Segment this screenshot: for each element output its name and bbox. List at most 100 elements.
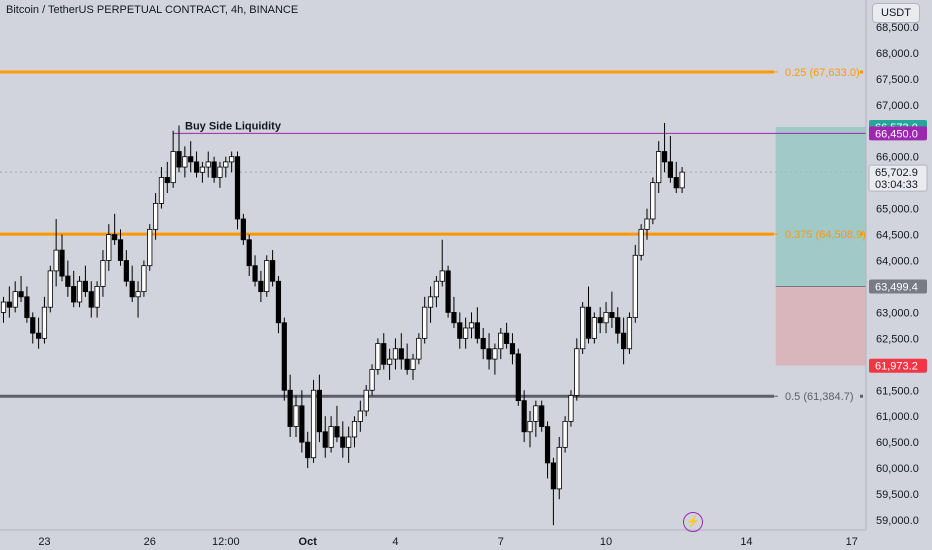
price-axis-bg xyxy=(866,0,932,550)
candle-body xyxy=(229,156,235,163)
candle-body xyxy=(568,395,574,422)
candle-body xyxy=(410,358,416,370)
candle-body xyxy=(135,291,141,298)
candle-body xyxy=(480,337,486,350)
fib-level-marker xyxy=(860,232,863,236)
candle-body xyxy=(0,301,7,313)
y-tick-label: 62,500.0 xyxy=(876,333,919,345)
candle-body xyxy=(53,249,59,272)
candle-body xyxy=(515,353,521,402)
candle-body xyxy=(59,249,65,277)
candle-body xyxy=(363,389,369,412)
candle-body xyxy=(427,296,434,308)
price-tag-label: 63,499.4 xyxy=(875,281,918,293)
candle-body xyxy=(158,177,165,204)
currency-button[interactable]: USDT xyxy=(872,3,920,23)
candle-body xyxy=(533,405,539,422)
candle-body xyxy=(240,218,246,241)
candle-body xyxy=(123,260,129,282)
price-tag[interactable] xyxy=(869,126,927,141)
candle-body xyxy=(199,166,205,173)
candle-body xyxy=(597,317,603,324)
y-tick-label: 60,000.0 xyxy=(876,463,919,475)
y-tick-label: 63,000.0 xyxy=(876,307,919,319)
profit-zone[interactable] xyxy=(775,126,881,287)
candle-body xyxy=(82,280,88,293)
candle-body xyxy=(615,317,621,334)
y-tick-label: 68,500.0 xyxy=(876,22,919,34)
candle-body xyxy=(451,311,457,324)
candle-body xyxy=(223,161,229,168)
candle-body xyxy=(492,348,498,360)
candle-body xyxy=(585,306,592,339)
price-tag[interactable] xyxy=(869,358,927,373)
candle-body xyxy=(141,265,147,293)
candle-body xyxy=(275,280,282,324)
y-tick-label: 67,000.0 xyxy=(876,100,919,112)
last-price-label: 65,702.9 xyxy=(875,167,918,179)
candle-body xyxy=(591,317,597,339)
candle-body xyxy=(193,161,200,173)
candle-body xyxy=(416,337,422,360)
fib-level-label: 0.5 (61,384.7) xyxy=(785,391,854,403)
position-tool[interactable] xyxy=(775,126,881,366)
liquidity-label: Buy Side Liquidity xyxy=(185,120,282,132)
last-price-tag[interactable] xyxy=(868,164,928,192)
candle-body xyxy=(638,228,644,256)
fib-level-marker xyxy=(860,70,863,74)
candle-body xyxy=(369,369,375,391)
candle-body xyxy=(404,358,410,370)
candle-body xyxy=(170,151,176,184)
candle-body xyxy=(24,296,30,318)
candle-body xyxy=(562,420,568,448)
candle-body xyxy=(626,317,633,350)
candle-body xyxy=(176,151,182,168)
candle-body xyxy=(375,343,381,370)
candle-body xyxy=(609,311,615,318)
y-tick-label: 67,500.0 xyxy=(876,74,919,86)
candle-body xyxy=(299,405,305,443)
candle-body xyxy=(211,161,217,178)
y-tick-label: 65,000.0 xyxy=(876,204,919,216)
candle-body xyxy=(603,311,609,324)
candle-body xyxy=(392,348,399,360)
candle-body xyxy=(258,280,264,293)
candle-body xyxy=(457,322,463,339)
candle-body xyxy=(656,151,662,184)
y-tick-label: 68,000.0 xyxy=(876,48,919,60)
x-tick-label: 4 xyxy=(392,536,398,548)
candle-body xyxy=(574,348,580,396)
price-tag-label: 66,450.0 xyxy=(875,128,918,140)
candle-body xyxy=(433,280,440,298)
candle-body xyxy=(650,182,656,220)
y-tick-label: 64,500.0 xyxy=(876,230,919,242)
candle-body xyxy=(152,203,159,230)
candle-body xyxy=(287,389,293,427)
x-tick-label: 12:00 xyxy=(212,536,240,548)
candles xyxy=(0,122,685,526)
candle-body xyxy=(117,239,124,261)
price-axis[interactable]: 68,500.0 68,000.0 67,500.0 67,000.0 66,000.0… xyxy=(865,0,932,550)
y-tick-label: 59,000.0 xyxy=(876,515,919,527)
level-lines[interactable]: 0.25 (67,633.0) 0.375 (64,508.9) 0.5 (61,3… xyxy=(0,67,866,403)
candle-body xyxy=(76,280,83,303)
candle-body xyxy=(544,426,551,464)
candle-body xyxy=(550,462,557,490)
candle-body xyxy=(381,343,387,365)
y-tick-label: 61,500.0 xyxy=(876,385,919,397)
loss-zone[interactable] xyxy=(775,286,881,366)
candle-body xyxy=(293,405,299,427)
symbol-title: Bitcoin / TetherUS PERPETUAL CONTRACT, 4… xyxy=(6,4,299,16)
candle-body xyxy=(334,426,340,438)
y-tick-label: 59,500.0 xyxy=(876,489,919,501)
candle-body xyxy=(106,234,112,261)
candle-body xyxy=(509,343,516,355)
candle-body xyxy=(322,431,328,448)
price-tag[interactable] xyxy=(869,279,927,294)
candle-body xyxy=(147,228,153,267)
fib-level-marker xyxy=(860,394,863,398)
lightning-icon[interactable]: ⚡ xyxy=(683,512,703,532)
